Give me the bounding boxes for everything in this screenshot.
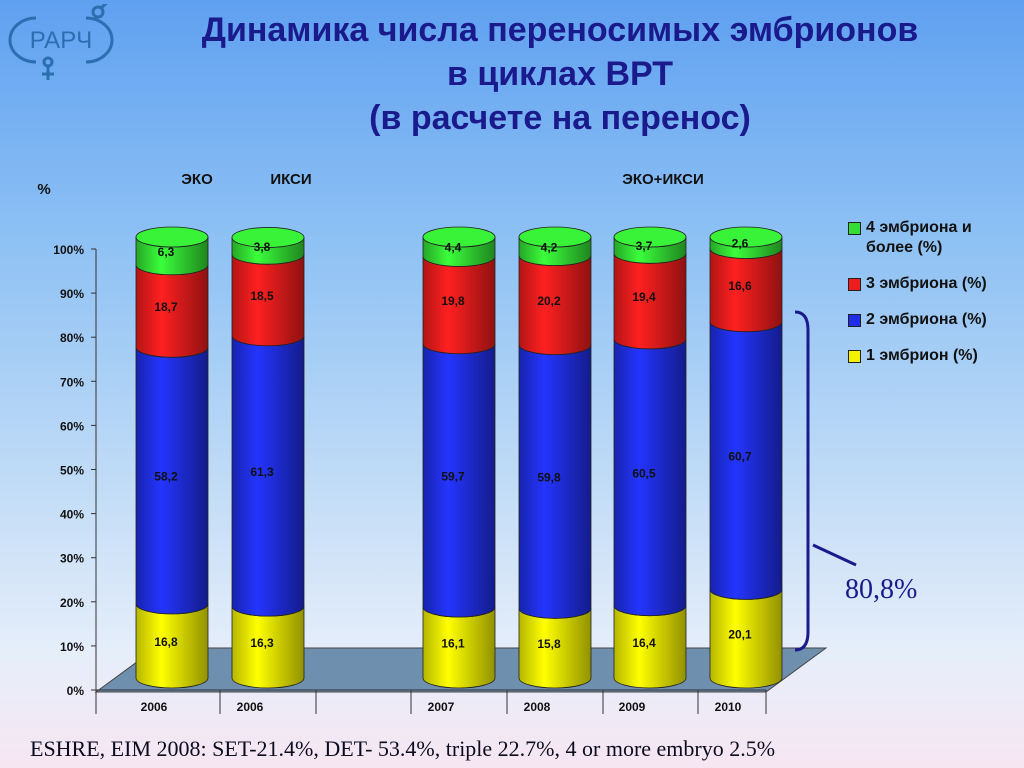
x-tick-label: 2010 — [715, 700, 742, 714]
group-label: ИКСИ — [270, 171, 311, 188]
y-axis-label: % — [37, 181, 50, 198]
bar-top — [422, 226, 496, 248]
x-tick-label: 2008 — [524, 700, 551, 714]
footnote: ESHRE, EIM 2008: SET-21.4%, DET- 53.4%, … — [30, 736, 776, 761]
y-tick-label: 50% — [60, 464, 84, 478]
data-label: 4,4 — [445, 241, 462, 255]
title-line-3: (в расчете на перенос) — [369, 99, 751, 137]
legend-swatch — [848, 222, 861, 235]
data-label: 60,7 — [728, 450, 752, 464]
rarch-logo: РАРЧ — [8, 4, 114, 80]
legend-swatch — [848, 350, 861, 363]
legend-label: 3 эмбриона (%) — [866, 275, 987, 292]
y-tick-label: 80% — [60, 331, 84, 345]
data-label: 59,7 — [441, 469, 465, 483]
legend-swatch — [848, 314, 861, 327]
callout-value: 80,8% — [845, 574, 918, 605]
bar-top — [518, 226, 592, 248]
data-label: 16,8 — [154, 635, 178, 649]
bar-top — [231, 227, 305, 248]
x-tick-label: 2006 — [237, 700, 264, 714]
data-label: 3,8 — [254, 240, 271, 254]
legend-item: 1 эмбрион (%) — [848, 346, 1018, 366]
legend-item: 3 эмбриона (%) — [848, 274, 1018, 294]
group-label: ЭКО — [181, 171, 213, 188]
data-label: 2,6 — [732, 237, 749, 251]
data-label: 58,2 — [154, 470, 178, 484]
data-label: 6,3 — [158, 245, 175, 259]
data-label: 18,7 — [154, 300, 178, 314]
y-tick-label: 90% — [60, 287, 84, 301]
data-label: 18,5 — [250, 289, 274, 303]
title-line-2: в циклах ВРТ — [447, 55, 673, 93]
y-tick-label: 20% — [60, 596, 84, 610]
x-tick-label: 2007 — [428, 700, 455, 714]
bar-top — [709, 226, 783, 248]
bar-top — [613, 226, 687, 248]
chart-legend: 4 эмбриона и более (%) 3 эмбриона (%) 2 эм… — [848, 218, 1018, 382]
page-title: Динамика числа переносимых эмбрионов в ц… — [130, 8, 990, 140]
data-label: 61,3 — [250, 465, 274, 479]
bar-top — [135, 226, 209, 248]
legend-label: 4 эмбриона и более (%) — [866, 219, 972, 256]
legend-label: 1 эмбрион (%) — [866, 347, 978, 364]
y-tick-label: 0% — [67, 684, 85, 698]
data-label: 16,4 — [632, 636, 656, 650]
data-label: 16,6 — [728, 279, 752, 293]
y-tick-label: 60% — [60, 419, 84, 433]
data-label: 16,3 — [250, 636, 274, 650]
data-label: 3,7 — [636, 239, 653, 253]
y-tick-label: 40% — [60, 508, 84, 522]
x-tick-label: 2009 — [619, 700, 646, 714]
legend-item: 2 эмбриона (%) — [848, 310, 1018, 330]
y-tick-label: 70% — [60, 375, 84, 389]
legend-swatch — [848, 278, 861, 291]
callout-bracket — [794, 310, 810, 652]
callout-pointer — [812, 543, 857, 567]
data-label: 15,8 — [537, 637, 561, 651]
data-label: 20,1 — [728, 628, 752, 642]
title-line-1: Динамика числа переносимых эмбрионов — [201, 11, 919, 49]
y-tick-label: 10% — [60, 640, 84, 654]
data-label: 16,1 — [441, 636, 465, 650]
data-label: 60,5 — [632, 466, 656, 480]
raphch-logo-icon — [8, 4, 114, 80]
data-label: 4,2 — [541, 240, 558, 254]
data-label: 19,8 — [441, 294, 465, 308]
legend-label: 2 эмбриона (%) — [866, 311, 987, 328]
data-label: 20,2 — [537, 294, 561, 308]
group-label: ЭКО+ИКСИ — [622, 171, 704, 188]
x-tick-label: 2006 — [141, 700, 168, 714]
data-label: 59,8 — [537, 470, 561, 484]
y-tick-label: 30% — [60, 552, 84, 566]
logo-text: РАРЧ — [30, 27, 92, 54]
y-tick-label: 100% — [53, 243, 84, 257]
legend-item: 4 эмбриона и более (%) — [848, 218, 1018, 258]
data-label: 19,4 — [632, 290, 656, 304]
